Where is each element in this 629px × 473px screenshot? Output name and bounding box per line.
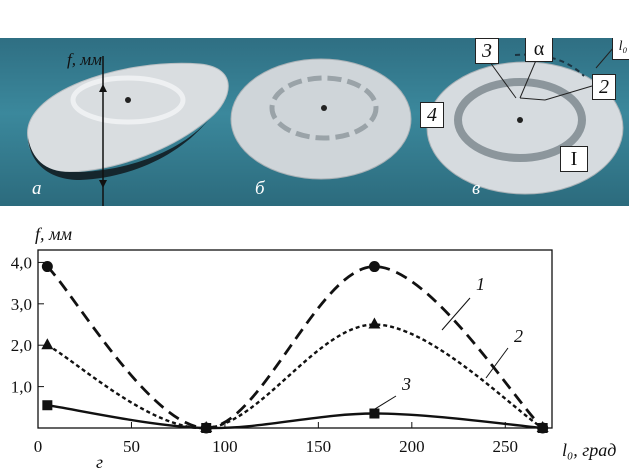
x-tick-label-250: 250 — [493, 437, 519, 456]
x-tick-label-50: 50 — [123, 437, 140, 456]
plot-frame — [37, 249, 553, 429]
panel-label-c: в — [472, 178, 481, 199]
disk-b — [230, 58, 412, 180]
y-tick-label-1-0: 1,0 — [11, 378, 32, 397]
series-2-line — [46, 323, 544, 430]
tag-3: 3 — [475, 38, 499, 64]
disk-c-arc — [514, 53, 585, 77]
tag-l0: l₀ — [612, 38, 629, 60]
chart-panel-label: г — [96, 452, 104, 472]
series-3-point-3 — [537, 423, 548, 433]
y-tick-label-2-0: 2,0 — [11, 336, 32, 355]
series-1-point-0 — [41, 261, 53, 273]
y-tick-label-3-0: 3,0 — [11, 295, 32, 314]
series-1-line — [46, 265, 544, 430]
x-tick-label-100: 100 — [212, 437, 238, 456]
series-3-point-0 — [42, 400, 53, 411]
tag-I: I — [560, 146, 588, 172]
series-3-point-1 — [201, 423, 212, 433]
x-tick-label-0: 0 — [34, 437, 43, 456]
series-3-leader — [369, 395, 397, 413]
series-3-line — [47, 404, 543, 430]
disk-a-shadow — [28, 118, 210, 180]
series-2-leader — [485, 347, 509, 379]
disk-c-ring — [454, 78, 586, 162]
disk-b-ring — [269, 75, 379, 141]
series-1-label: 1 — [476, 274, 485, 294]
y-tick-label-4-0: 4,0 — [11, 253, 32, 272]
depth-label: f, мм — [67, 50, 102, 69]
series-2-point-0 — [41, 338, 54, 350]
x-axis-label: l₀, град — [562, 440, 617, 460]
x-tick-label-200: 200 — [399, 437, 425, 456]
series-3-label: 3 — [401, 374, 411, 394]
series-2-label: 2 — [514, 326, 523, 346]
tag-alpha: α — [525, 38, 553, 62]
panel-label-a: а — [32, 178, 42, 199]
specimen-photo: f, мм а б в 3 α l₀ 2 4 I — [0, 38, 629, 206]
series-3-point-2 — [369, 408, 380, 419]
deflection-chart: 0 50 100 150 200 250 4,0 3,0 2,0 1,0 1 2 3 — [11, 249, 553, 456]
disk-a-ring — [70, 75, 186, 125]
series-2-point-2 — [368, 317, 381, 329]
series-1-point-2 — [368, 261, 380, 273]
series-1-leader — [441, 297, 471, 331]
y-axis-label: f, мм — [35, 224, 72, 244]
tag-2: 2 — [592, 74, 616, 100]
tag-4: 4 — [420, 102, 444, 128]
panel-label-b: б — [255, 178, 265, 199]
x-tick-label-150: 150 — [306, 437, 332, 456]
